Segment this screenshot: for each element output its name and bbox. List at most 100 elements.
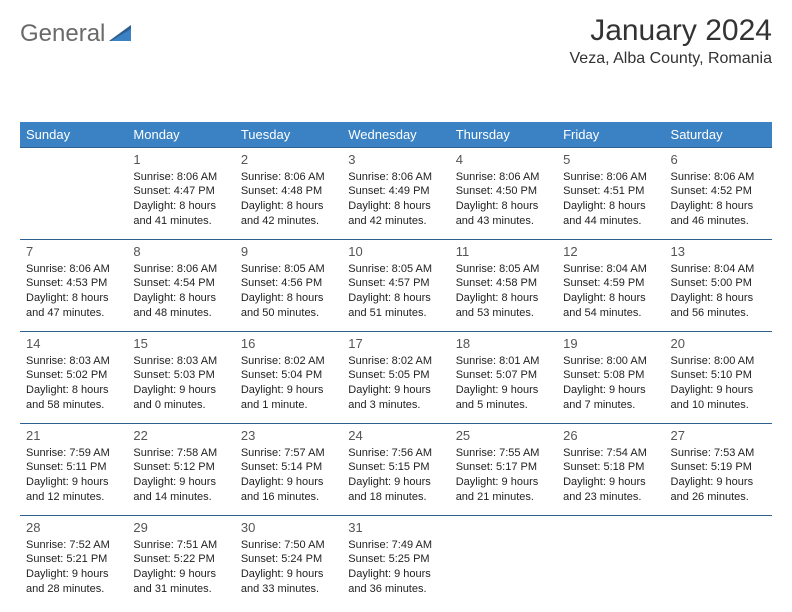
daylight-text: Daylight: 8 hours [133,199,228,214]
daylight-text: Daylight: 8 hours [348,291,443,306]
calendar-day-cell: 20Sunrise: 8:00 AMSunset: 5:10 PMDayligh… [665,332,772,424]
calendar-day-cell [20,148,127,240]
weekday-header: Thursday [450,122,557,148]
day-number: 22 [133,427,228,445]
sunrise-text: Sunrise: 8:04 AM [671,262,766,277]
day-number: 6 [671,151,766,169]
calendar-day-cell [557,516,664,608]
sunrise-text: Sunrise: 7:58 AM [133,446,228,461]
day-number: 13 [671,243,766,261]
daylight-text: and 44 minutes. [563,214,658,229]
sunrise-text: Sunrise: 8:00 AM [671,354,766,369]
sunset-text: Sunset: 5:21 PM [26,552,121,567]
day-number: 4 [456,151,551,169]
day-number: 3 [348,151,443,169]
sunrise-text: Sunrise: 8:06 AM [133,262,228,277]
daylight-text: and 42 minutes. [241,214,336,229]
sunrise-text: Sunrise: 8:05 AM [348,262,443,277]
daylight-text: and 53 minutes. [456,306,551,321]
calendar-day-cell: 24Sunrise: 7:56 AMSunset: 5:15 PMDayligh… [342,424,449,516]
sunset-text: Sunset: 5:11 PM [26,460,121,475]
sunset-text: Sunset: 5:00 PM [671,276,766,291]
daylight-text: and 47 minutes. [26,306,121,321]
daylight-text: and 41 minutes. [133,214,228,229]
calendar-day-cell: 31Sunrise: 7:49 AMSunset: 5:25 PMDayligh… [342,516,449,608]
daylight-text: Daylight: 8 hours [133,291,228,306]
daylight-text: and 0 minutes. [133,398,228,413]
sunrise-text: Sunrise: 8:05 AM [241,262,336,277]
calendar-week-row: 28Sunrise: 7:52 AMSunset: 5:21 PMDayligh… [20,516,772,608]
sunrise-text: Sunrise: 7:53 AM [671,446,766,461]
calendar-body: 1Sunrise: 8:06 AMSunset: 4:47 PMDaylight… [20,148,772,608]
calendar-day-cell: 29Sunrise: 7:51 AMSunset: 5:22 PMDayligh… [127,516,234,608]
daylight-text: Daylight: 8 hours [348,199,443,214]
month-title: January 2024 [570,14,773,48]
sunset-text: Sunset: 5:19 PM [671,460,766,475]
calendar-day-cell: 18Sunrise: 8:01 AMSunset: 5:07 PMDayligh… [450,332,557,424]
calendar-table: Sunday Monday Tuesday Wednesday Thursday… [20,122,772,608]
daylight-text: Daylight: 9 hours [133,475,228,490]
sunset-text: Sunset: 4:58 PM [456,276,551,291]
day-number: 29 [133,519,228,537]
sunrise-text: Sunrise: 8:06 AM [348,170,443,185]
day-number: 9 [241,243,336,261]
calendar-day-cell: 26Sunrise: 7:54 AMSunset: 5:18 PMDayligh… [557,424,664,516]
sunset-text: Sunset: 4:47 PM [133,184,228,199]
daylight-text: Daylight: 8 hours [671,199,766,214]
day-number: 14 [26,335,121,353]
daylight-text: and 10 minutes. [671,398,766,413]
sunrise-text: Sunrise: 8:06 AM [671,170,766,185]
sunset-text: Sunset: 5:22 PM [133,552,228,567]
calendar-day-cell: 12Sunrise: 8:04 AMSunset: 4:59 PMDayligh… [557,240,664,332]
daylight-text: Daylight: 8 hours [456,199,551,214]
daylight-text: Daylight: 9 hours [241,383,336,398]
sunset-text: Sunset: 5:12 PM [133,460,228,475]
logo-triangle-icon [109,20,131,48]
daylight-text: Daylight: 8 hours [563,199,658,214]
daylight-text: Daylight: 8 hours [563,291,658,306]
day-number: 1 [133,151,228,169]
daylight-text: Daylight: 9 hours [241,567,336,582]
calendar-week-row: 1Sunrise: 8:06 AMSunset: 4:47 PMDaylight… [20,148,772,240]
daylight-text: Daylight: 9 hours [456,383,551,398]
sunrise-text: Sunrise: 7:59 AM [26,446,121,461]
logo-text-general: General [20,20,105,48]
daylight-text: and 48 minutes. [133,306,228,321]
daylight-text: and 50 minutes. [241,306,336,321]
calendar-day-cell: 8Sunrise: 8:06 AMSunset: 4:54 PMDaylight… [127,240,234,332]
calendar-day-cell: 3Sunrise: 8:06 AMSunset: 4:49 PMDaylight… [342,148,449,240]
sunset-text: Sunset: 4:51 PM [563,184,658,199]
calendar-day-cell: 25Sunrise: 7:55 AMSunset: 5:17 PMDayligh… [450,424,557,516]
daylight-text: and 26 minutes. [671,490,766,505]
day-number: 10 [348,243,443,261]
sunrise-text: Sunrise: 8:06 AM [563,170,658,185]
sunset-text: Sunset: 5:02 PM [26,368,121,383]
daylight-text: and 54 minutes. [563,306,658,321]
day-number: 18 [456,335,551,353]
daylight-text: and 23 minutes. [563,490,658,505]
day-number: 5 [563,151,658,169]
daylight-text: Daylight: 9 hours [26,567,121,582]
daylight-text: and 18 minutes. [348,490,443,505]
sunset-text: Sunset: 5:18 PM [563,460,658,475]
sunrise-text: Sunrise: 8:05 AM [456,262,551,277]
day-number: 23 [241,427,336,445]
day-number: 19 [563,335,658,353]
daylight-text: Daylight: 9 hours [563,383,658,398]
daylight-text: and 5 minutes. [456,398,551,413]
calendar-day-cell: 15Sunrise: 8:03 AMSunset: 5:03 PMDayligh… [127,332,234,424]
daylight-text: Daylight: 8 hours [241,199,336,214]
sunrise-text: Sunrise: 7:54 AM [563,446,658,461]
day-number: 25 [456,427,551,445]
day-number: 17 [348,335,443,353]
calendar-week-row: 7Sunrise: 8:06 AMSunset: 4:53 PMDaylight… [20,240,772,332]
daylight-text: and 43 minutes. [456,214,551,229]
daylight-text: and 7 minutes. [563,398,658,413]
weekday-header: Monday [127,122,234,148]
day-number: 31 [348,519,443,537]
day-number: 21 [26,427,121,445]
daylight-text: Daylight: 8 hours [26,383,121,398]
sunrise-text: Sunrise: 8:04 AM [563,262,658,277]
day-number: 15 [133,335,228,353]
sunset-text: Sunset: 5:24 PM [241,552,336,567]
